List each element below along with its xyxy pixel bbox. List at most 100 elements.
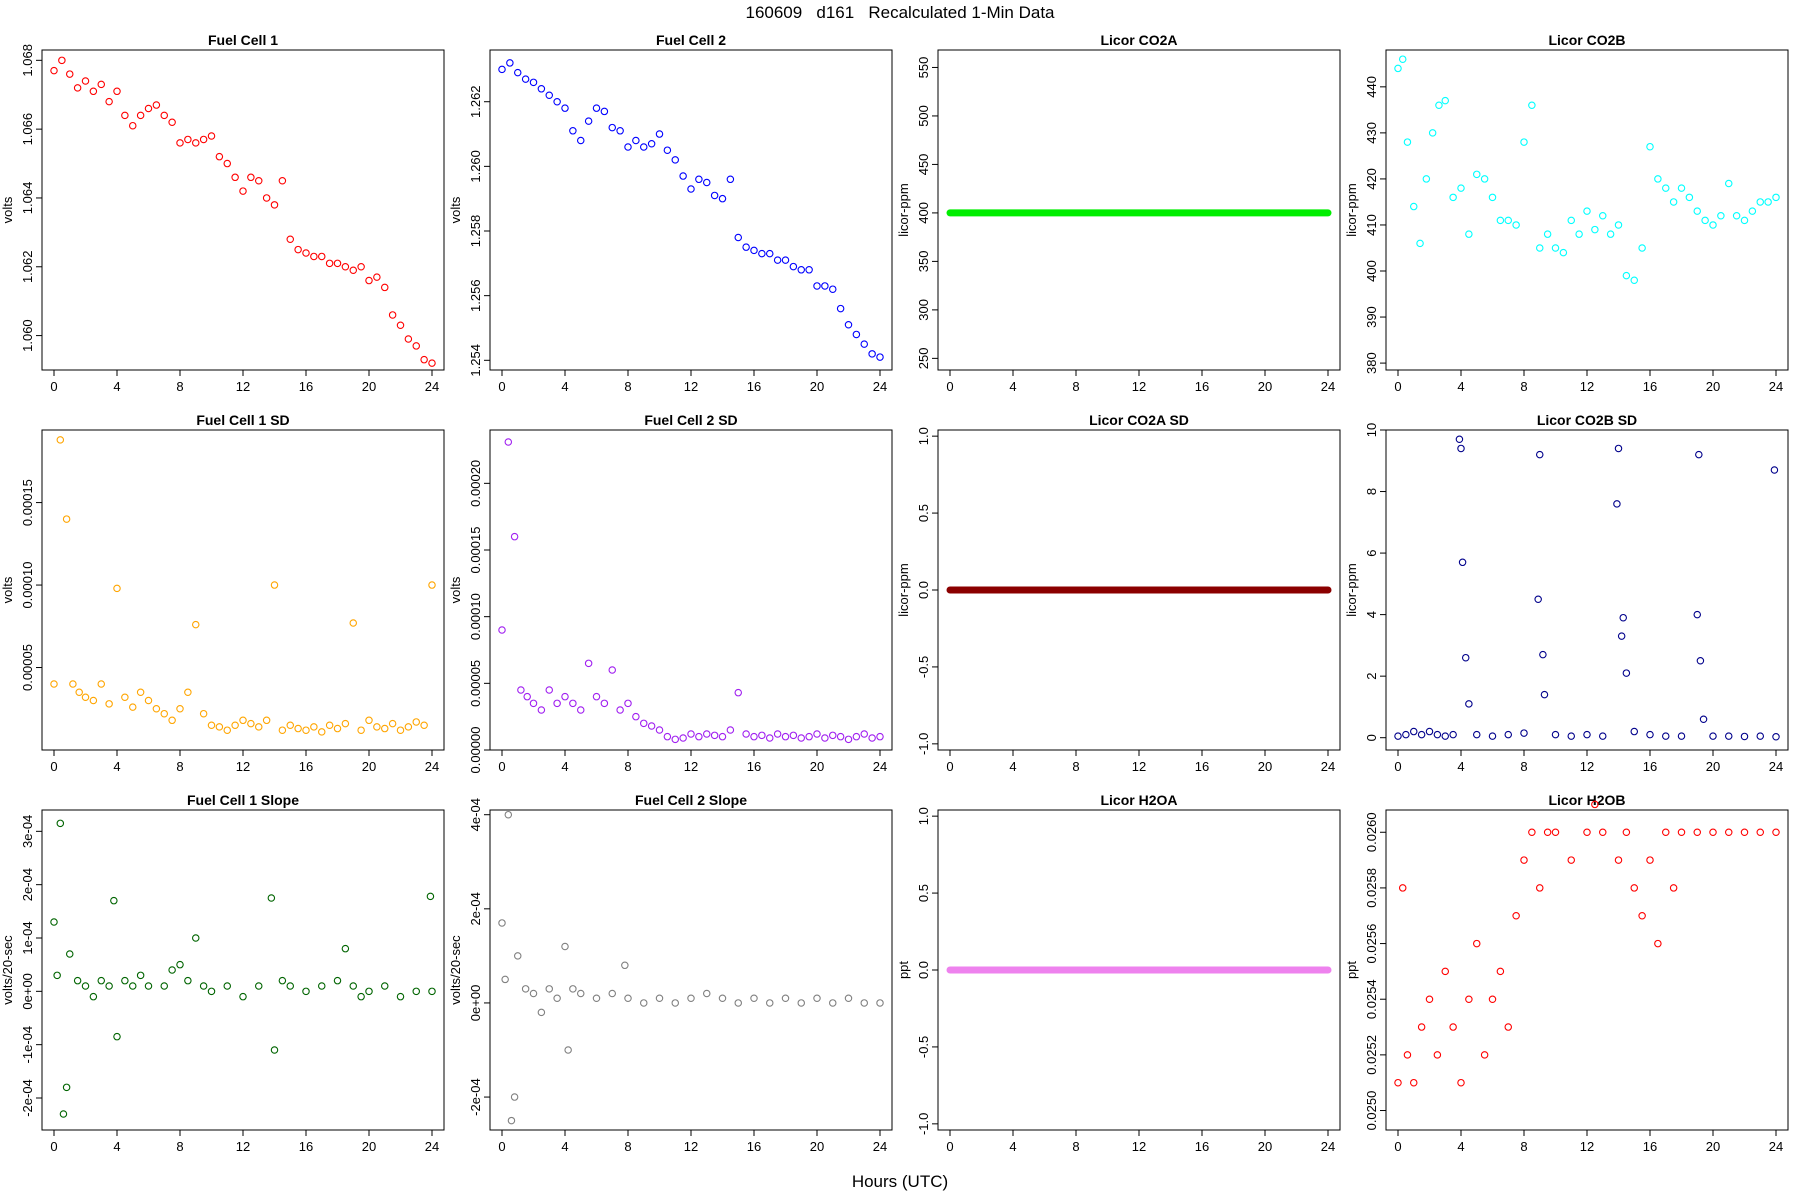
y-tick-label: 0 xyxy=(1364,734,1379,741)
data-point xyxy=(1772,828,1780,837)
y-tick-label: -1.0 xyxy=(916,1113,931,1135)
y-tick-label: 0.0256 xyxy=(1364,924,1379,964)
x-tick-label: 12 xyxy=(236,759,250,774)
data-point xyxy=(420,721,428,730)
x-tick-label: 4 xyxy=(113,759,120,774)
data-point xyxy=(632,136,640,145)
data-point xyxy=(69,680,77,688)
panel-title: Licor H2OB xyxy=(1548,792,1625,808)
x-tick-label: 0 xyxy=(1394,379,1401,394)
y-axis-label: volts xyxy=(0,196,15,223)
y-tick-label: 3e-04 xyxy=(20,815,35,848)
data-point xyxy=(765,249,774,258)
data-point xyxy=(773,730,782,738)
data-point xyxy=(1473,170,1481,179)
data-point xyxy=(1403,138,1412,146)
data-point xyxy=(396,726,405,734)
panel-4: Licor CO2B 0 4 8 12 16 20 24 380 390 400 410 420 430 4… xyxy=(1344,32,1789,394)
data-point xyxy=(404,723,413,731)
data-point xyxy=(517,686,525,694)
data-point xyxy=(1583,730,1591,739)
data-point xyxy=(59,1110,68,1118)
data-point xyxy=(569,699,577,708)
data-point xyxy=(129,121,137,130)
data-point xyxy=(1394,732,1402,740)
data-point xyxy=(404,335,413,343)
x-tick-label: 24 xyxy=(1769,379,1783,394)
data-point xyxy=(821,282,829,290)
data-point xyxy=(1416,239,1424,248)
data-point xyxy=(789,731,798,740)
data-point xyxy=(561,692,569,701)
data-point xyxy=(1536,450,1544,459)
x-tick-label: 0 xyxy=(50,759,57,774)
data-point xyxy=(1654,939,1662,948)
data-point xyxy=(592,994,601,1002)
data-point xyxy=(50,680,58,688)
data-point xyxy=(317,252,326,261)
y-tick-label: 4e-04 xyxy=(468,798,483,831)
x-tick-label: 16 xyxy=(299,759,313,774)
panel-title: Licor CO2A SD xyxy=(1089,412,1189,428)
data-point xyxy=(797,266,805,274)
data-point xyxy=(1528,828,1536,837)
data-point xyxy=(412,342,420,350)
data-point xyxy=(687,994,695,1002)
data-point xyxy=(1551,730,1560,739)
data-point xyxy=(1403,1051,1412,1059)
data-point xyxy=(1398,884,1407,892)
data-point xyxy=(255,177,263,185)
data-point xyxy=(168,118,176,127)
data-point xyxy=(702,730,711,738)
data-point xyxy=(639,999,648,1007)
data-point xyxy=(121,111,129,120)
y-tick-label: 0.00020 xyxy=(468,460,483,507)
y-tick-label: 1.260 xyxy=(468,150,483,183)
x-tick-label: 16 xyxy=(1195,759,1209,774)
data-point xyxy=(1638,911,1646,920)
x-tick-label: 24 xyxy=(1321,759,1335,774)
y-tick-label: 0.0 xyxy=(916,581,931,599)
data-point xyxy=(1693,828,1702,837)
x-tick-label: 20 xyxy=(1258,759,1272,774)
plot-frame xyxy=(41,809,445,1131)
data-point xyxy=(1725,828,1733,837)
panel-1: Fuel Cell 1 0 4 8 12 16 20 24 1.060 1.062 1.064 1.0… xyxy=(0,32,445,394)
y-tick-label: 350 xyxy=(916,251,931,273)
data-point xyxy=(781,256,790,264)
data-point xyxy=(1435,101,1443,110)
data-point xyxy=(184,688,192,697)
data-point xyxy=(144,982,153,990)
x-tick-label: 24 xyxy=(425,759,439,774)
data-point xyxy=(765,999,774,1007)
x-tick-label: 8 xyxy=(1520,1139,1527,1154)
data-point xyxy=(510,1093,519,1101)
data-point xyxy=(113,584,121,593)
x-tick-label: 12 xyxy=(1580,759,1594,774)
y-tick-label: 1e-04 xyxy=(20,921,35,954)
data-point xyxy=(176,705,184,713)
data-point xyxy=(1622,828,1631,837)
data-point xyxy=(152,101,161,109)
data-point xyxy=(1575,230,1583,238)
data-point xyxy=(1534,595,1542,603)
y-tick-label: 380 xyxy=(1364,352,1379,374)
data-point xyxy=(302,726,310,734)
data-point xyxy=(498,65,506,74)
data-point xyxy=(1422,175,1431,183)
data-point xyxy=(365,987,373,996)
data-point xyxy=(616,706,624,714)
data-point xyxy=(655,994,664,1002)
x-tick-label: 4 xyxy=(113,379,120,394)
data-point xyxy=(1614,444,1623,453)
data-point xyxy=(624,143,632,151)
data-point xyxy=(1520,856,1528,864)
data-point xyxy=(215,723,224,731)
x-tick-label: 24 xyxy=(873,379,887,394)
data-point xyxy=(726,726,735,734)
data-point xyxy=(207,987,216,996)
data-point xyxy=(97,976,106,985)
data-point xyxy=(365,276,373,285)
data-point xyxy=(1599,212,1607,220)
data-point xyxy=(278,976,287,985)
